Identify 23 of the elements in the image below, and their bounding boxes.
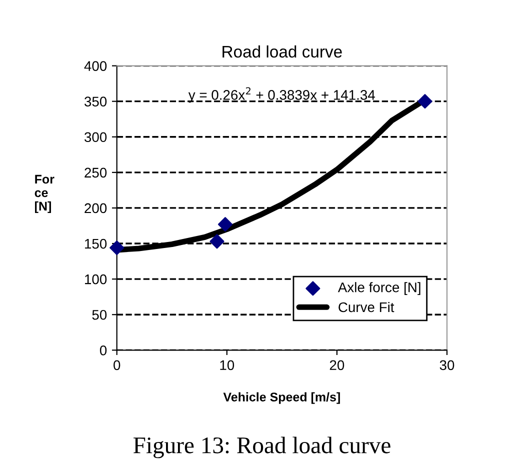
point [218, 217, 233, 232]
y-tick-label: 150 [85, 238, 107, 249]
y-tick-label: 200 [84, 203, 107, 214]
y-tick-label: 0 [100, 345, 107, 356]
caption: Figure 13: Road load curve [134, 436, 390, 458]
y-tick-label: 350 [84, 96, 107, 107]
x-tick-label: 10 [220, 360, 234, 370]
y-tick-label: 50 [92, 310, 107, 320]
x-tick-label: 20 [330, 360, 344, 370]
legend-label: Curve Fit [338, 302, 394, 312]
y-tick-label: 300 [84, 132, 107, 142]
x-axis-title: Vehicle Speed [m/s] [223, 392, 340, 404]
y-tick-label: 250 [84, 168, 107, 178]
legend-label: Axle force [N] [338, 282, 420, 296]
x-tick-label: 30 [440, 360, 454, 370]
point [210, 234, 224, 249]
y-axis-title: For ce [N] [34, 174, 54, 214]
chart-title: Road load curve [222, 45, 342, 58]
point [110, 240, 124, 256]
point [418, 94, 432, 109]
y-tick-label: 100 [85, 274, 107, 284]
x-tick-label: 0 [114, 360, 120, 370]
y-tick-label: 400 [84, 61, 107, 71]
